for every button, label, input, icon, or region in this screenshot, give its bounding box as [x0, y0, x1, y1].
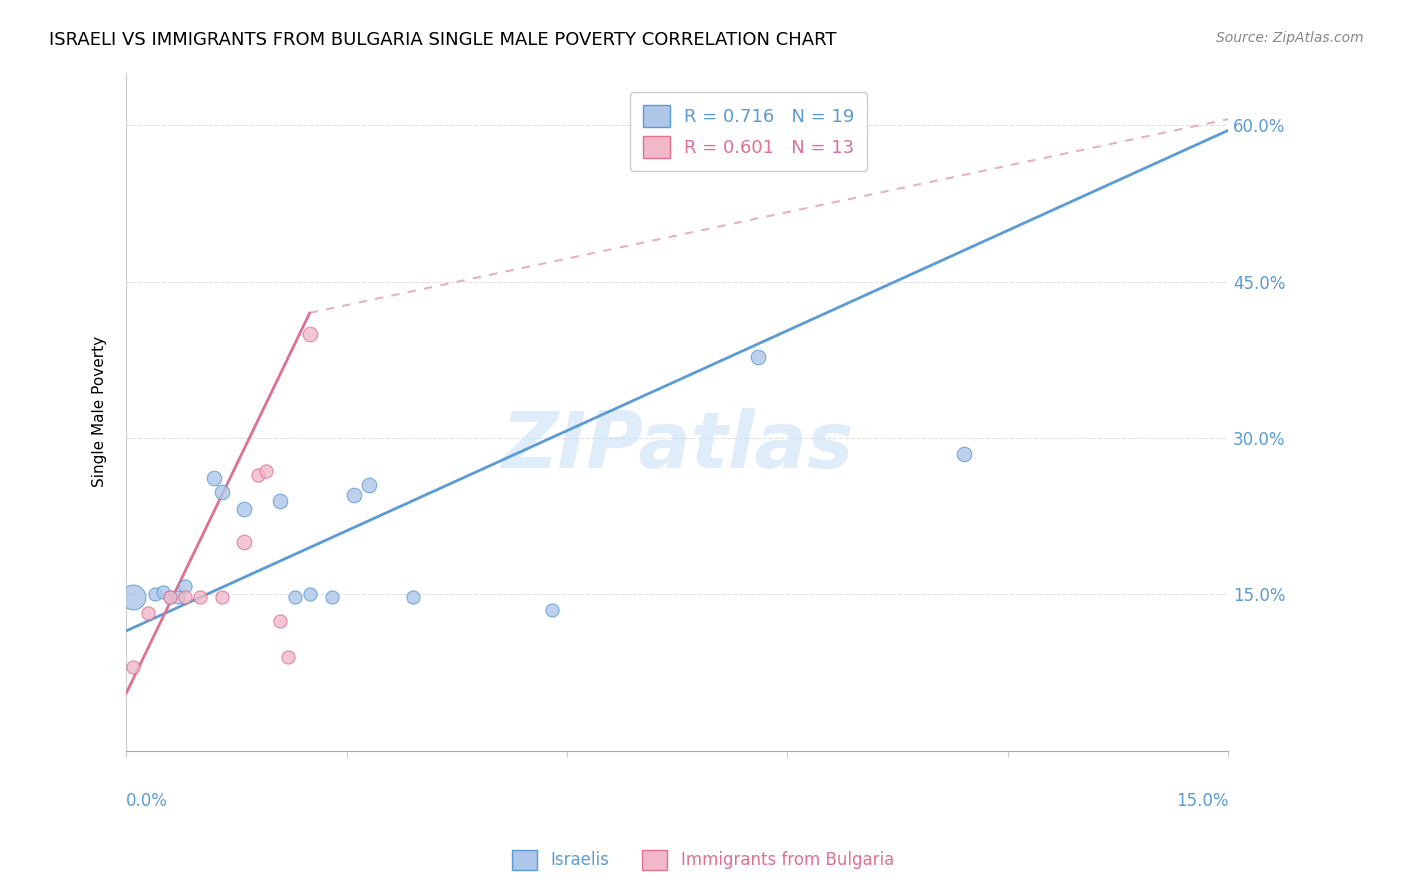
Point	[188, 590, 211, 604]
Point	[232, 535, 254, 549]
Point	[202, 470, 225, 484]
Text: ISRAELI VS IMMIGRANTS FROM BULGARIA SINGLE MALE POVERTY CORRELATION CHART: ISRAELI VS IMMIGRANTS FROM BULGARIA SING…	[49, 31, 837, 49]
Point	[152, 585, 174, 599]
Point	[321, 590, 343, 604]
Legend: Israelis, Immigrants from Bulgaria: Israelis, Immigrants from Bulgaria	[505, 843, 901, 877]
Point	[269, 493, 291, 508]
Point	[277, 650, 299, 665]
Point	[211, 590, 233, 604]
Point	[211, 485, 233, 500]
Text: ZIPatlas: ZIPatlas	[501, 408, 853, 483]
Point	[284, 590, 307, 604]
Point	[145, 587, 167, 601]
Point	[254, 464, 277, 478]
Text: Source: ZipAtlas.com: Source: ZipAtlas.com	[1216, 31, 1364, 45]
Point	[343, 488, 366, 502]
Point	[298, 326, 321, 341]
Point	[541, 603, 564, 617]
Point	[173, 590, 195, 604]
Point	[173, 579, 195, 593]
Legend: R = 0.716   N = 19, R = 0.601   N = 13: R = 0.716 N = 19, R = 0.601 N = 13	[630, 92, 868, 170]
Point	[122, 660, 145, 674]
Text: 15.0%: 15.0%	[1175, 791, 1229, 810]
Point	[269, 614, 291, 628]
Y-axis label: Single Male Poverty: Single Male Poverty	[93, 336, 107, 488]
Point	[401, 590, 423, 604]
Point	[159, 590, 181, 604]
Point	[307, 35, 329, 49]
Point	[747, 350, 769, 364]
Point	[136, 606, 159, 620]
Point	[159, 590, 181, 604]
Point	[357, 478, 380, 492]
Point	[247, 467, 270, 482]
Point	[166, 590, 188, 604]
Text: 0.0%: 0.0%	[127, 791, 167, 810]
Point	[298, 587, 321, 601]
Point	[952, 447, 974, 461]
Point	[232, 502, 254, 516]
Point	[122, 590, 145, 604]
